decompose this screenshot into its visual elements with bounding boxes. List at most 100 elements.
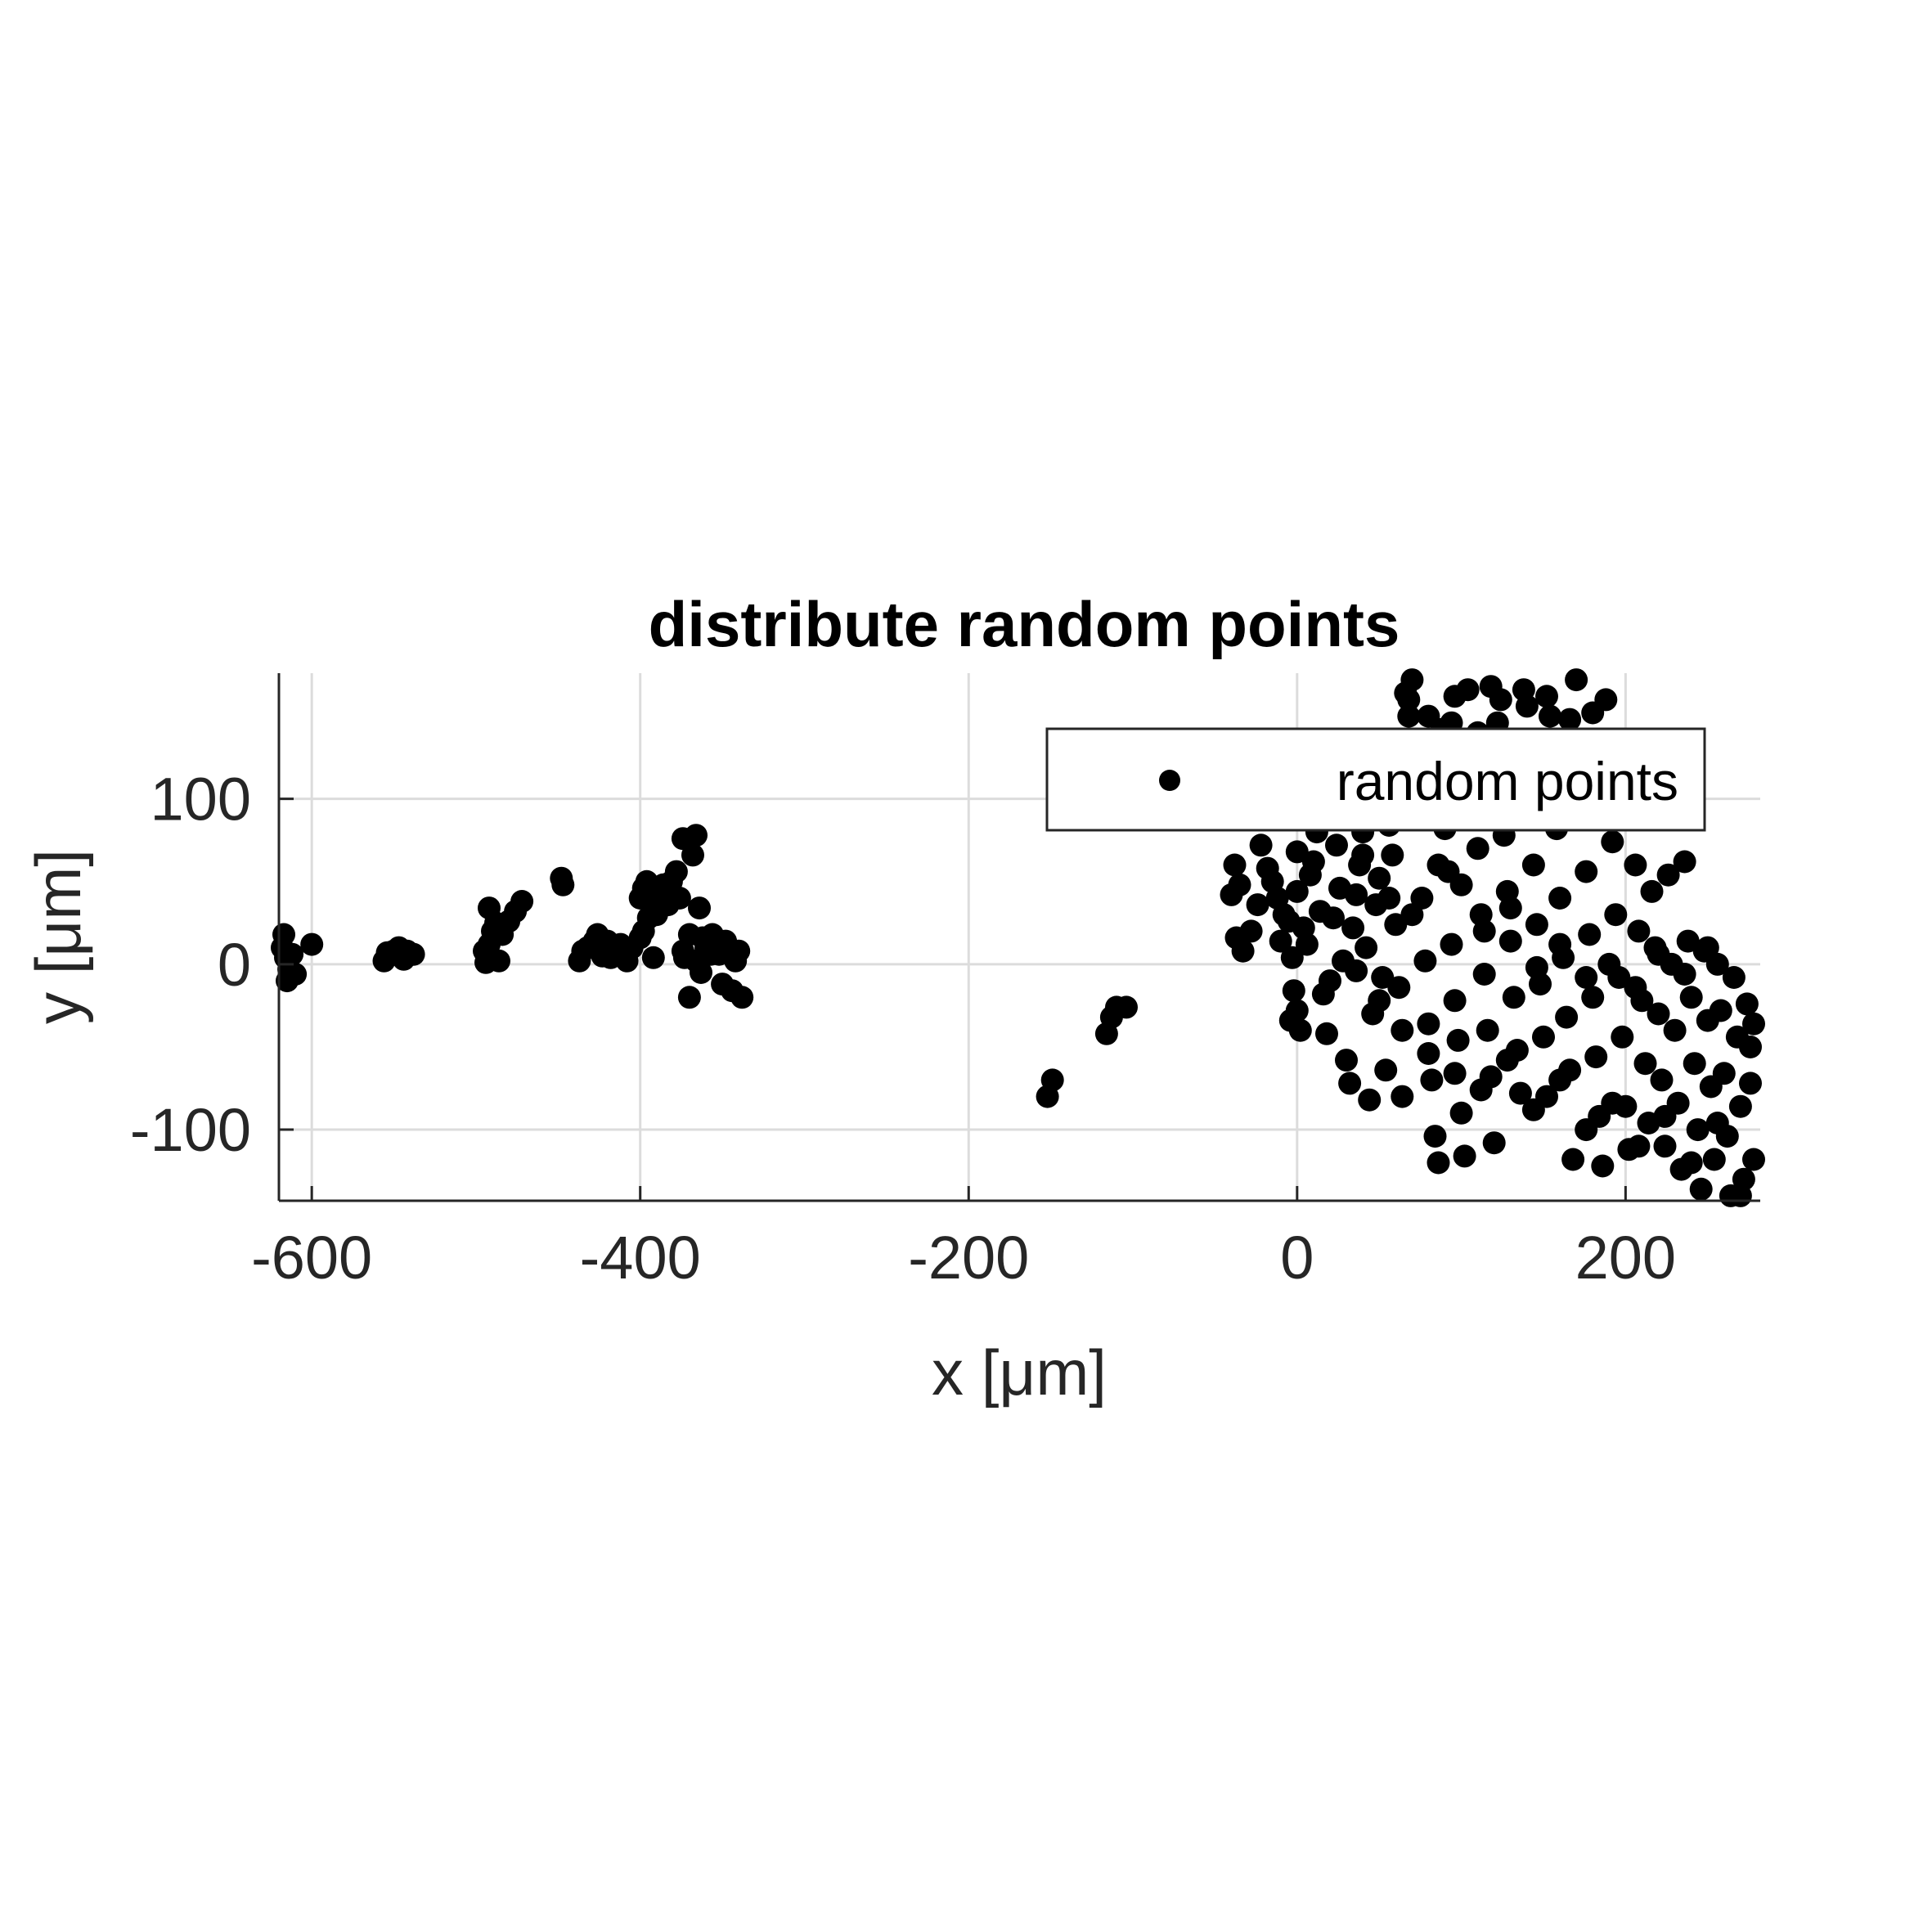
scatter-point	[1285, 879, 1309, 903]
scatter-point	[510, 890, 534, 913]
x-ticks: -600 -400 -200 0 200	[251, 1186, 1676, 1292]
legend-label: random points	[1337, 751, 1678, 811]
scatter-point	[1647, 942, 1670, 966]
x-tick-label: 200	[1575, 1224, 1676, 1292]
scatter-point	[1663, 1018, 1687, 1042]
scatter-point	[1482, 1131, 1506, 1155]
scatter-point	[1591, 1154, 1615, 1178]
scatter-point	[1345, 959, 1368, 982]
scatter-point	[685, 824, 708, 847]
scatter-point	[1712, 1062, 1736, 1085]
scatter-point	[1702, 1148, 1726, 1171]
scatter-point	[1295, 932, 1319, 956]
scatter-point	[1446, 1028, 1470, 1052]
scatter-point	[1315, 1022, 1338, 1045]
scatter-point	[1653, 1134, 1677, 1158]
scatter-point	[402, 942, 425, 966]
scatter-point	[1728, 1094, 1752, 1118]
scatter-point	[1345, 883, 1368, 906]
scatter-point	[1420, 1068, 1444, 1092]
scatter-point	[1627, 919, 1651, 943]
x-tick-label: 0	[1280, 1224, 1314, 1292]
scatter-point	[1525, 913, 1548, 937]
scatter-point	[1633, 1052, 1657, 1076]
scatter-point	[1722, 966, 1746, 989]
scatter-point	[1521, 1098, 1545, 1121]
scatter-point	[1650, 1068, 1674, 1092]
scatter-point	[1469, 1078, 1493, 1102]
scatter-point	[1673, 850, 1696, 874]
x-tick-label: -400	[580, 1224, 701, 1292]
scatter-point	[1624, 853, 1647, 877]
scatter-point	[1525, 955, 1548, 979]
scatter-point	[1239, 919, 1263, 943]
scatter-point	[1417, 704, 1440, 728]
scatter-point	[1413, 949, 1437, 973]
scatter-point	[1739, 1072, 1762, 1095]
scatter-point	[1581, 701, 1605, 725]
scatter-point	[1535, 685, 1558, 708]
scatter-point	[1476, 1018, 1499, 1042]
scatter-point	[1624, 976, 1647, 1000]
scatter-point	[1479, 675, 1503, 699]
legend-box	[1045, 727, 1706, 832]
scatter-point	[1561, 1148, 1585, 1171]
scatter-point	[1374, 1058, 1398, 1082]
scatter-point	[1381, 843, 1404, 867]
scatter-point	[1683, 1052, 1706, 1076]
scatter-point	[1532, 1025, 1555, 1049]
scatter-point	[1521, 853, 1545, 877]
scatter-point	[1246, 893, 1269, 917]
scatter-point	[1325, 833, 1348, 857]
scatter-point	[1742, 1148, 1765, 1171]
scatter-point	[1288, 1018, 1312, 1042]
scatter-point	[1280, 946, 1304, 969]
scatter-point	[1285, 999, 1309, 1022]
scatter-point	[1728, 1184, 1752, 1207]
scatter-point	[1371, 966, 1395, 989]
scatter-point	[1410, 887, 1434, 910]
axes	[277, 673, 1760, 1202]
scatter-point	[1427, 853, 1450, 877]
scatter-point	[1581, 986, 1605, 1009]
scatter-point	[1705, 952, 1729, 976]
scatter-point	[1472, 919, 1496, 943]
x-axis-label: x [μm]	[932, 1337, 1107, 1409]
scatter-point	[1358, 1088, 1382, 1112]
scatter-point	[1355, 936, 1378, 959]
scatter-point	[478, 896, 501, 920]
chart-title: distribute random points	[649, 588, 1400, 660]
scatter-point	[1417, 1012, 1440, 1036]
scatter-point	[1338, 1072, 1362, 1095]
scatter-point	[487, 949, 510, 973]
scatter-point	[1301, 850, 1325, 874]
scatter-point	[1508, 1081, 1532, 1105]
scatter-point	[1368, 989, 1391, 1013]
scatter-point	[1443, 989, 1467, 1013]
scatter-point	[1453, 1144, 1476, 1168]
scatter-point	[1495, 1049, 1519, 1072]
scatter-point	[1705, 1112, 1729, 1134]
scatter-point	[1423, 1125, 1447, 1148]
scatter-point	[1466, 837, 1489, 860]
scatter-point	[1515, 694, 1539, 718]
scatter-point	[1335, 1049, 1358, 1072]
y-ticks: -100 0 100	[130, 766, 294, 1164]
scatter-point	[1443, 685, 1467, 708]
scatter-point	[1397, 704, 1421, 728]
scatter-point	[677, 986, 701, 1009]
scatter-point	[1604, 903, 1628, 927]
scatter-point	[1686, 1118, 1710, 1142]
scatter-point	[1735, 992, 1759, 1016]
scatter-point	[730, 986, 754, 1009]
scatter-point	[1696, 936, 1719, 959]
scatter-point	[1601, 830, 1624, 854]
scatter-point	[1391, 1018, 1414, 1042]
scatter-point	[1647, 1002, 1670, 1026]
scatter-point	[641, 946, 665, 969]
scatter-point	[1558, 708, 1582, 731]
y-tick-label: 0	[218, 931, 251, 999]
legend-marker	[1159, 770, 1180, 791]
scatter-point	[1565, 668, 1588, 692]
